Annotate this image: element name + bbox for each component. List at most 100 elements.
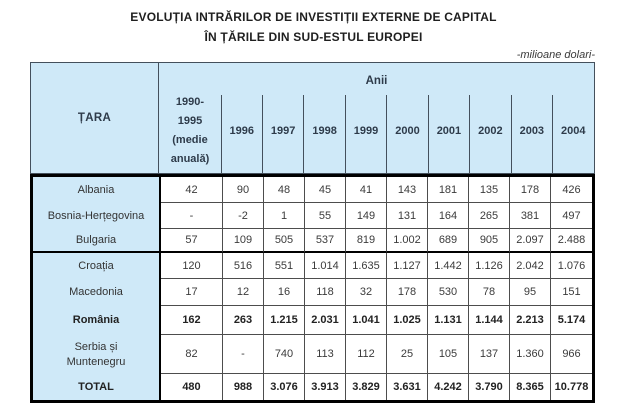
value-cell: 530 <box>428 279 469 306</box>
value-cell: 82 <box>161 335 223 374</box>
value-cell: - <box>223 335 264 374</box>
value-cell: 2.097 <box>510 229 551 253</box>
value-cell: 120 <box>161 253 223 279</box>
years-group-header: Anii <box>365 75 388 87</box>
value-cell: 1.442 <box>428 253 469 279</box>
value-cell: 966 <box>551 335 592 374</box>
value-cell: 113 <box>305 335 346 374</box>
value-cell: - <box>161 203 223 229</box>
value-cell: 181 <box>428 177 469 203</box>
value-cell: 178 <box>387 279 428 306</box>
country-column-header: ȚARA <box>31 63 159 173</box>
country-cell-serbia-muntenegru: Serbia și Muntenegru <box>33 335 161 374</box>
value-cell: 42 <box>161 177 223 203</box>
value-cell: 57 <box>161 229 223 253</box>
column-header-2001: 2001 <box>427 89 469 173</box>
country-cell-croatia: Croația <box>33 253 161 279</box>
investments-table: ȚARA Anii 1990- 1995 (medie anuală) 1996… <box>30 62 595 403</box>
value-cell: 265 <box>469 203 510 229</box>
value-cell: 537 <box>305 229 346 253</box>
title-line-1: EVOLUȚIA INTRĂRILOR DE INVESTIȚII EXTERN… <box>130 10 497 24</box>
value-cell: 905 <box>469 229 510 253</box>
value-cell: 1.360 <box>510 335 551 374</box>
value-cell: 263 <box>223 306 264 335</box>
column-header-1997: 1997 <box>261 89 303 173</box>
value-cell: 10.778 <box>554 381 589 393</box>
value-cell: 8.365 <box>510 374 551 400</box>
column-header-1998: 1998 <box>303 89 345 173</box>
column-header-2004: 2004 <box>552 89 594 173</box>
value-cell: 5.174 <box>551 306 592 335</box>
value-cell: 105 <box>428 335 469 374</box>
column-header-2002: 2002 <box>469 89 511 173</box>
value-cell: 516 <box>223 253 264 279</box>
column-header-1996: 1996 <box>220 89 262 173</box>
value-cell: 3.790 <box>469 374 510 400</box>
column-header-1990-1995-avg: 1990- 1995 (medie anuală) <box>170 96 210 165</box>
value-cell: 90 <box>223 177 264 203</box>
value-cell: 135 <box>469 177 510 203</box>
table-body: Albania 42 90 48 45 41 143 181 135 178 4… <box>30 174 595 403</box>
value-cell: 1.144 <box>469 306 510 335</box>
title-line-2: ÎN ȚĂRILE DIN SUD-ESTUL EUROPEI <box>204 30 423 44</box>
value-cell: 16 <box>264 279 305 306</box>
value-cell: 112 <box>346 335 387 374</box>
value-cell: 1.041 <box>346 306 387 335</box>
country-cell-macedonia: Macedonia <box>33 279 161 306</box>
value-cell: 480 <box>161 374 223 400</box>
country-cell-romania: România <box>33 306 161 335</box>
value-cell: 118 <box>305 279 346 306</box>
country-cell-total: TOTAL <box>33 374 161 400</box>
country-cell-albania: Albania <box>33 177 161 203</box>
value-cell: 689 <box>428 229 469 253</box>
value-cell: 17 <box>161 279 223 306</box>
value-cell: 2.031 <box>305 306 346 335</box>
value-cell: 41 <box>346 177 387 203</box>
value-cell: 2.042 <box>510 253 551 279</box>
value-cell: 988 <box>223 374 264 400</box>
value-cell: 497 <box>551 203 592 229</box>
value-cell: 55 <box>305 203 346 229</box>
value-cell: 32 <box>346 279 387 306</box>
value-cell: 1.025 <box>387 306 428 335</box>
value-cell: 1.002 <box>387 229 428 253</box>
value-cell: 143 <box>387 177 428 203</box>
value-cell: 78 <box>469 279 510 306</box>
value-cell: 131 <box>387 203 428 229</box>
value-cell: 151 <box>551 279 592 306</box>
value-cell: -2 <box>223 203 264 229</box>
value-cell: 162 <box>161 306 223 335</box>
value-cell: 1 <box>264 203 305 229</box>
value-cell: 505 <box>264 229 305 253</box>
value-cell: 3.829 <box>346 374 387 400</box>
value-cell: 25 <box>387 335 428 374</box>
value-cell: 1.131 <box>428 306 469 335</box>
value-cell: 1.076 <box>551 253 592 279</box>
value-cell: 740 <box>264 335 305 374</box>
country-cell-bulgaria: Bulgaria <box>33 229 161 253</box>
value-cell: 1.014 <box>305 253 346 279</box>
value-cell: 1.127 <box>387 253 428 279</box>
document-title: EVOLUȚIA INTRĂRILOR DE INVESTIȚII EXTERN… <box>0 0 627 47</box>
value-cell: 12 <box>223 279 264 306</box>
value-cell: 819 <box>346 229 387 253</box>
value-cell: 381 <box>510 203 551 229</box>
column-header-1999: 1999 <box>344 89 386 173</box>
value-cell: 149 <box>346 203 387 229</box>
value-cell: 2.213 <box>510 306 551 335</box>
value-cell: 2.488 <box>551 229 592 253</box>
value-cell: 1.635 <box>346 253 387 279</box>
value-cell: 551 <box>264 253 305 279</box>
column-header-2000: 2000 <box>386 89 428 173</box>
value-cell: 1.126 <box>469 253 510 279</box>
value-cell: 137 <box>469 335 510 374</box>
value-cell: 109 <box>223 229 264 253</box>
value-cell: 48 <box>264 177 305 203</box>
table-header: ȚARA Anii 1990- 1995 (medie anuală) 1996… <box>30 62 595 174</box>
value-cell: 3.631 <box>387 374 428 400</box>
column-header-2003: 2003 <box>510 89 552 173</box>
value-cell: 4.242 <box>428 374 469 400</box>
value-cell: 3.913 <box>305 374 346 400</box>
unit-note: -milioane dolari- <box>516 49 595 61</box>
value-cell: 1.215 <box>264 306 305 335</box>
